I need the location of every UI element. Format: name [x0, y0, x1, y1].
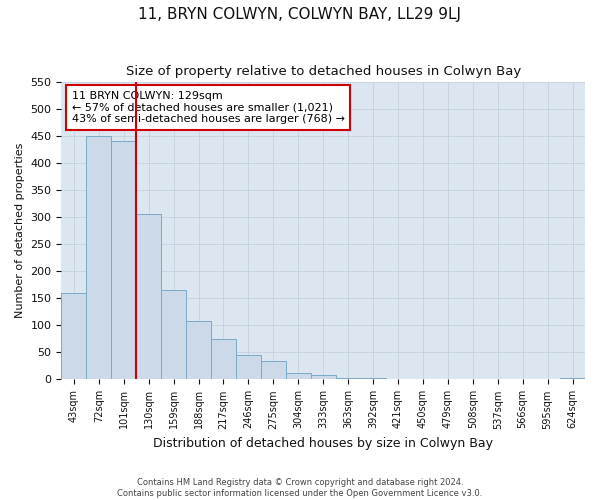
Bar [535, 379, 560, 380]
Text: Contains HM Land Registry data © Crown copyright and database right 2024.
Contai: Contains HM Land Registry data © Crown c… [118, 478, 482, 498]
Bar [261, 360, 286, 380]
Bar [560, 378, 585, 380]
Y-axis label: Number of detached properties: Number of detached properties [15, 143, 25, 318]
Bar [136, 214, 161, 380]
Bar [436, 379, 460, 380]
Bar [86, 136, 111, 380]
Bar [61, 293, 86, 380]
Text: 11, BRYN COLWYN, COLWYN BAY, LL29 9LJ: 11, BRYN COLWYN, COLWYN BAY, LL29 9LJ [139, 8, 461, 22]
Title: Size of property relative to detached houses in Colwyn Bay: Size of property relative to detached ho… [125, 65, 521, 78]
Bar [286, 373, 311, 380]
Bar [485, 379, 510, 380]
Bar [211, 339, 236, 380]
Bar [510, 379, 535, 380]
Bar [460, 379, 485, 380]
Bar [386, 379, 410, 380]
Bar [236, 355, 261, 380]
Bar [361, 378, 386, 380]
Text: 11 BRYN COLWYN: 129sqm
← 57% of detached houses are smaller (1,021)
43% of semi-: 11 BRYN COLWYN: 129sqm ← 57% of detached… [72, 91, 345, 124]
Bar [161, 290, 186, 380]
X-axis label: Distribution of detached houses by size in Colwyn Bay: Distribution of detached houses by size … [153, 437, 493, 450]
Bar [111, 142, 136, 380]
Bar [186, 321, 211, 380]
Bar [410, 379, 436, 380]
Bar [311, 375, 335, 380]
Bar [335, 378, 361, 380]
